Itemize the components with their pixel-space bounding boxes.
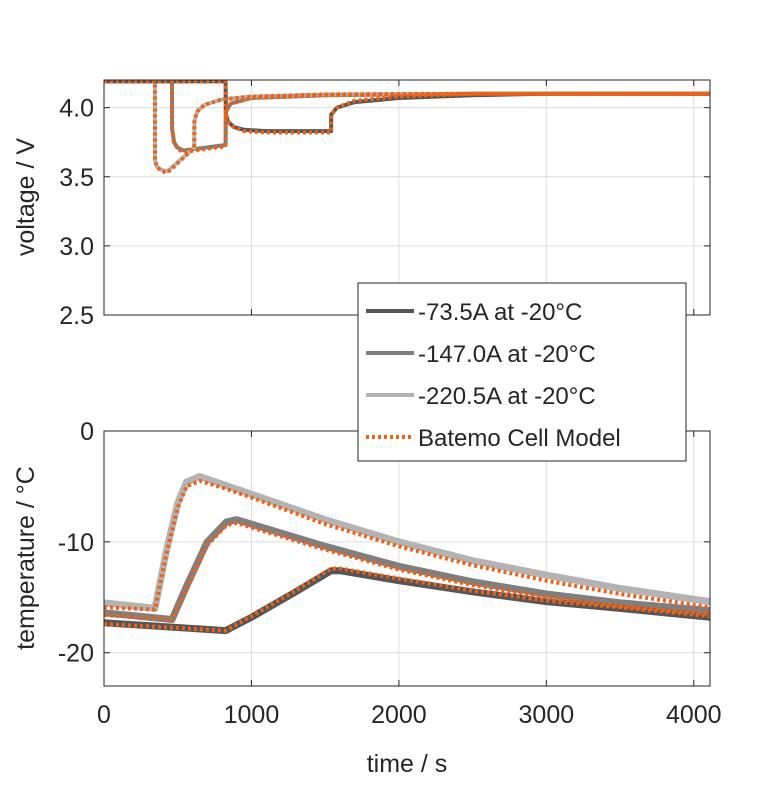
y-tick-label: 0: [80, 418, 94, 446]
series-line-model: [104, 478, 710, 612]
series-line-model: [104, 80, 710, 135]
series-line-model: [104, 80, 710, 175]
legend-label: -147.0A at -20°C: [418, 341, 596, 368]
x-tick-label: 0: [97, 701, 111, 729]
voltage-ylabel: voltage / V: [12, 138, 40, 256]
legend-entry: -147.0A at -20°C: [366, 341, 596, 368]
legend-label: -220.5A at -20°C: [418, 383, 596, 410]
voltage-axes: 2.5 3.0 3.5 4.0: [59, 79, 711, 330]
temperature-ylabel: temperature / °C: [12, 466, 40, 650]
legend-entry: -73.5A at -20°C: [366, 299, 582, 326]
legend-entry: -220.5A at -20°C: [366, 383, 596, 410]
plot-area: [104, 431, 710, 686]
legend-label: Batemo Cell Model: [418, 425, 621, 452]
series-line-model: [104, 521, 710, 622]
time-xlabel: time / s: [367, 750, 448, 778]
series-group: [104, 80, 710, 175]
legend-label: -73.5A at -20°C: [418, 299, 582, 326]
x-tick-label: 3000: [519, 701, 575, 729]
y-tick-label: 2.5: [59, 302, 94, 330]
x-tick-label: 4000: [666, 701, 722, 729]
y-tick-label: 4.0: [59, 95, 94, 123]
x-tick-label: 2000: [371, 701, 427, 729]
y-tick-label: -10: [58, 529, 94, 557]
series-line-light: [104, 473, 710, 612]
legend-entry: Batemo Cell Model: [366, 425, 621, 452]
temperature-axes: -20 -10 0 0 1000 2000 3000 4000: [58, 418, 722, 729]
y-tick-label: 3.0: [59, 233, 94, 261]
y-tick-label: 3.5: [59, 164, 94, 192]
series-group: [104, 473, 710, 635]
x-tick-label: 1000: [224, 701, 280, 729]
y-tick-label: -20: [58, 640, 94, 668]
series-line-model: [104, 566, 710, 633]
legend: -73.5A at -20°C -147.0A at -20°C -220.5A…: [357, 282, 687, 462]
series-line-model: [104, 80, 710, 154]
plot-area: [104, 80, 710, 315]
